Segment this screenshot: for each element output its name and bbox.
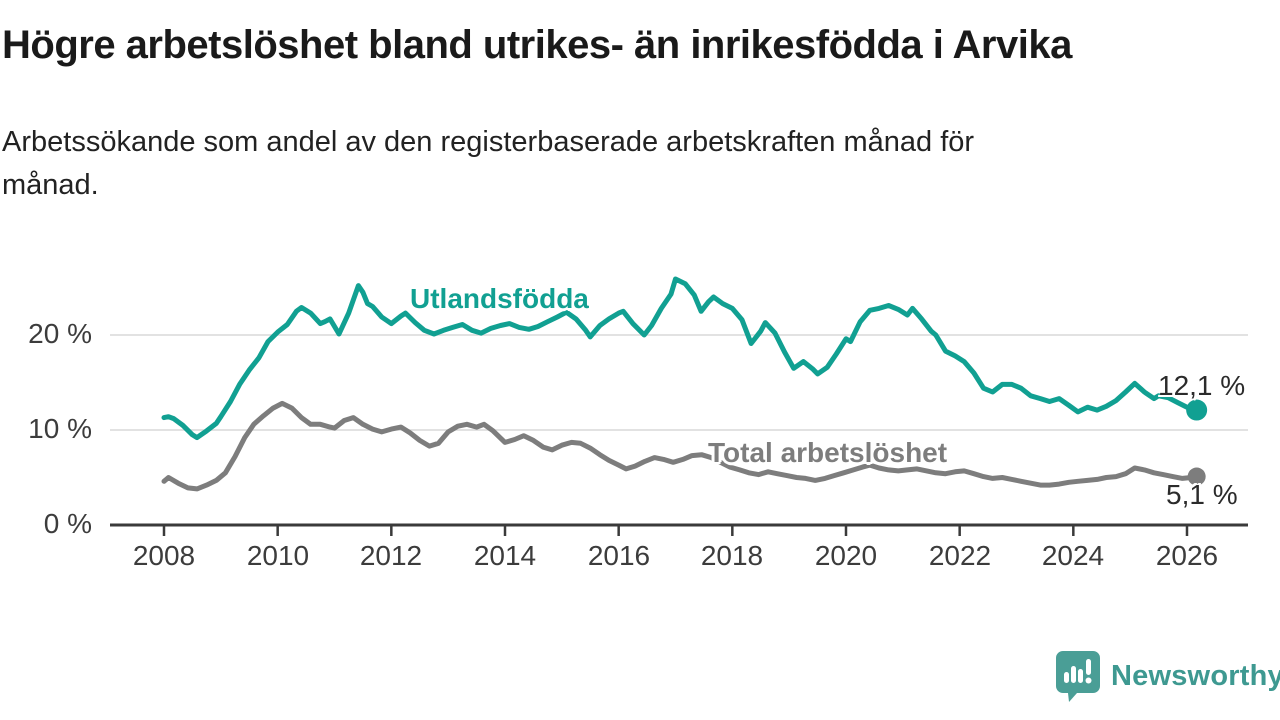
logo-exclamation-dot xyxy=(1085,677,1092,684)
y-axis-label-20: 20 % xyxy=(28,318,92,349)
end-value-label-utlandsfodda: 12,1 % xyxy=(1158,370,1246,401)
logo-bar-2 xyxy=(1071,666,1076,683)
x-axis-label-2022: 2022 xyxy=(928,540,992,571)
x-axis-label-2024: 2024 xyxy=(1041,540,1105,571)
end-value-label-total-arbetsloshet: 5,1 % xyxy=(1166,479,1238,510)
series-label-total-arbetsloshet: Total arbetslöshet xyxy=(708,437,948,468)
x-axis-label-2012: 2012 xyxy=(359,540,423,571)
x-axis-label-2018: 2018 xyxy=(700,540,764,571)
newsworthy-logo: Newsworthy xyxy=(1055,650,1280,702)
total-arbetsloshet-end-dot xyxy=(1187,467,1206,486)
x-axis-label-2010: 2010 xyxy=(246,540,310,571)
utlandsfodda-end-dot xyxy=(1186,399,1208,421)
logo-bar-1 xyxy=(1064,672,1069,683)
logo-exclamation-bar xyxy=(1086,659,1091,675)
page-subtitle: Arbetssökande som andel av den registerb… xyxy=(2,121,1232,207)
utlandsfodda-line xyxy=(161,276,1200,441)
x-axis-label-2026: 2026 xyxy=(1155,540,1219,571)
x-axis-label-2016: 2016 xyxy=(587,540,651,571)
logo-bar-3 xyxy=(1078,669,1083,683)
total-arbetsloshet-line xyxy=(161,400,1200,492)
newsworthy-logo-icon xyxy=(1056,651,1100,702)
series-label-utlandsfodda: Utlandsfödda xyxy=(410,283,589,314)
x-axis-label-2008: 2008 xyxy=(132,540,196,571)
x-axis-label-2014: 2014 xyxy=(473,540,537,571)
newsworthy-logo-text: Newsworthy xyxy=(1111,659,1280,692)
y-axis-label-10: 10 % xyxy=(28,413,92,444)
subtitle-line-2: månad. xyxy=(2,168,99,201)
x-axis-label-2020: 2020 xyxy=(814,540,878,571)
y-axis-label-0: 0 % xyxy=(43,508,92,539)
page-title: Högre arbetslöshet bland utrikes- än inr… xyxy=(2,23,1072,67)
subtitle-line-1: Arbetssökande som andel av den registerb… xyxy=(2,126,975,158)
